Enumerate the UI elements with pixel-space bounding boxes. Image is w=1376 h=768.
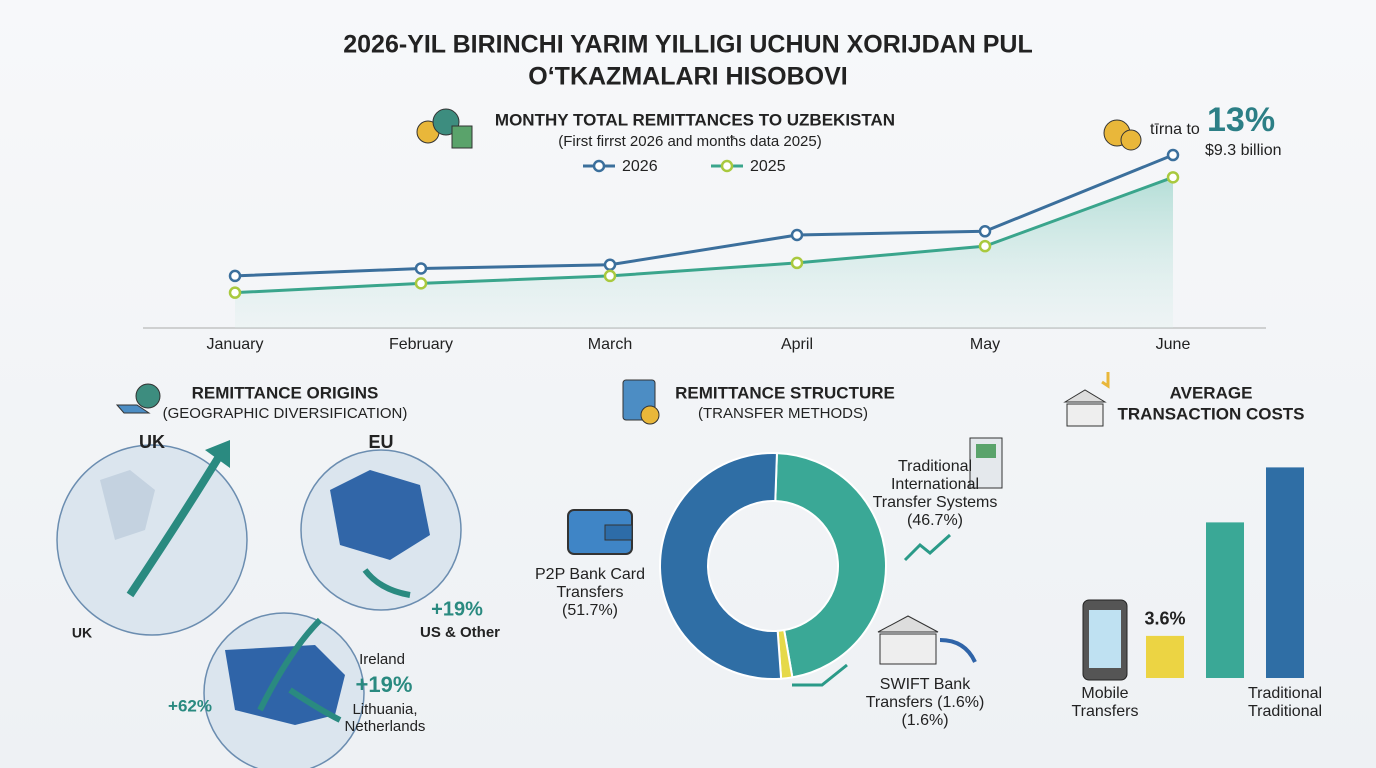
money-bag-icon xyxy=(1103,119,1142,151)
region-label: UK xyxy=(72,625,92,641)
globe-maps xyxy=(56,440,462,768)
region-label: EU xyxy=(368,432,393,452)
bank-icon xyxy=(877,615,977,665)
x-tick-label: June xyxy=(1156,336,1191,353)
point xyxy=(414,262,428,275)
x-tick-label: May xyxy=(970,336,1000,353)
area xyxy=(235,177,1173,328)
region-label: Netherlands xyxy=(345,718,426,735)
hand-money-icon xyxy=(115,383,161,414)
annotation-change: 13% xyxy=(1207,101,1275,139)
bar xyxy=(1146,635,1184,678)
x-tick-label: March xyxy=(588,336,632,353)
slice-label: Traditional International Transfer Syste… xyxy=(872,458,998,529)
x-tick-label: April xyxy=(781,336,813,353)
point xyxy=(603,258,617,272)
slice-label: SWIFT Bank Transfers (1.6%) (1.6%) xyxy=(865,676,985,729)
donut-slice xyxy=(659,452,783,680)
x-tick-label: Traditional Traditional xyxy=(1247,685,1323,720)
series-line xyxy=(234,153,1174,278)
title-line: O‘TKAZMALARI HISOBOVI xyxy=(528,63,847,91)
section-subtitle: (GEOGRAPHIC DIVERSIFICATION) xyxy=(163,405,408,422)
legend-label: 2025 xyxy=(750,158,786,175)
slice-label: P2P Bank Card Transfers (51.7%) xyxy=(535,566,645,619)
region-label: Lithuania, xyxy=(352,701,417,718)
donut-slice xyxy=(774,452,887,679)
card-icon xyxy=(622,379,660,425)
bar xyxy=(1206,522,1244,678)
trend-arrow xyxy=(792,663,848,687)
series-line xyxy=(234,175,1174,295)
annotation-text: tīrna to xyxy=(1150,121,1200,138)
region-label: US & Other xyxy=(420,624,500,641)
section-title: REMITTANCE ORIGINS xyxy=(192,383,379,402)
chart-subtitle: (TRANSFER METHODS) xyxy=(698,405,868,422)
wallet-icon xyxy=(567,509,633,555)
bar xyxy=(1266,467,1304,678)
legend-marker xyxy=(720,159,734,173)
x-tick-label: February xyxy=(389,336,453,353)
title-line: 2026-YIL BIRINCHI YARIM YILLIGI UCHUN XO… xyxy=(343,31,1032,59)
phone-icon xyxy=(1082,599,1128,681)
point xyxy=(603,269,617,283)
point xyxy=(228,286,242,299)
growth-label: +19% xyxy=(431,598,483,620)
atm-icon xyxy=(969,437,1003,489)
point xyxy=(1166,148,1180,162)
chart-title: TRANSACTION COSTS xyxy=(1118,404,1305,423)
point xyxy=(978,225,992,238)
annotation-total: $9.3 billion xyxy=(1205,142,1282,159)
x-tick-label: January xyxy=(207,336,264,353)
point xyxy=(414,277,428,290)
trend-arrow xyxy=(903,533,952,562)
point xyxy=(978,239,992,253)
chart-subtitle: (First firrst 2026 and montħs data 2025) xyxy=(558,133,821,150)
point xyxy=(228,269,242,283)
growth-label: +19% xyxy=(356,672,413,697)
value-label: 3.6% xyxy=(1144,609,1185,629)
region-label: Ireland xyxy=(359,651,405,668)
region-label: UK xyxy=(139,432,165,452)
x-tick-label: Mobile Transfers xyxy=(1071,685,1139,720)
money-icon xyxy=(416,108,473,149)
point xyxy=(790,256,804,270)
legend-marker xyxy=(592,159,606,173)
chart-title: REMITTANCE STRUCTURE xyxy=(675,383,895,402)
bank-icon xyxy=(1063,372,1110,427)
legend-label: 2026 xyxy=(622,158,658,175)
point xyxy=(1166,171,1180,184)
chart-title: MONTHY TOTAL REMITTANCES TO UZBEKISTAN xyxy=(495,110,895,129)
chart-title: AVERAGE xyxy=(1170,383,1253,402)
point xyxy=(790,228,804,242)
growth-label: +62% xyxy=(168,696,212,715)
